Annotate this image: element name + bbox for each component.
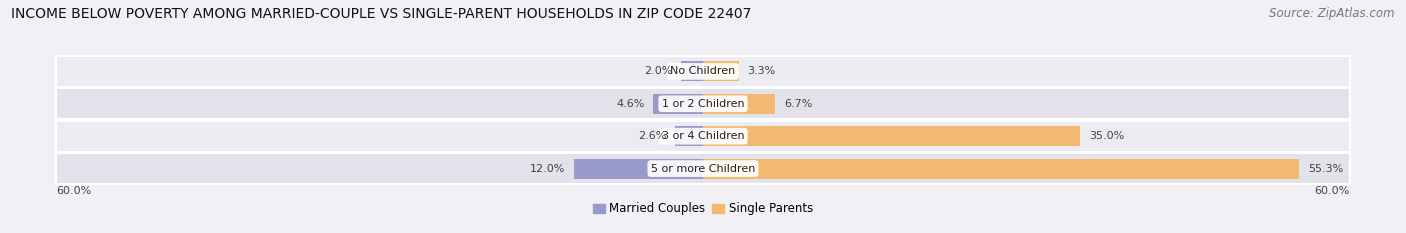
Text: 55.3%: 55.3% [1308,164,1343,174]
Text: 3.3%: 3.3% [747,66,776,76]
Bar [56,153,1350,184]
Bar [675,126,703,146]
Bar [703,158,1299,179]
Text: 60.0%: 60.0% [56,186,91,196]
Text: 3 or 4 Children: 3 or 4 Children [662,131,744,141]
Text: 35.0%: 35.0% [1088,131,1125,141]
Legend: Married Couples, Single Parents: Married Couples, Single Parents [591,200,815,218]
Text: 2.0%: 2.0% [644,66,673,76]
Text: 6.7%: 6.7% [785,99,813,109]
Text: 12.0%: 12.0% [530,164,565,174]
Bar [703,94,775,114]
Text: No Children: No Children [671,66,735,76]
Text: Source: ZipAtlas.com: Source: ZipAtlas.com [1270,7,1395,20]
Bar [56,56,1350,87]
Text: 2.6%: 2.6% [638,131,666,141]
Text: INCOME BELOW POVERTY AMONG MARRIED-COUPLE VS SINGLE-PARENT HOUSEHOLDS IN ZIP COD: INCOME BELOW POVERTY AMONG MARRIED-COUPL… [11,7,752,21]
Text: 5 or more Children: 5 or more Children [651,164,755,174]
Bar [574,158,703,179]
Text: 4.6%: 4.6% [616,99,645,109]
Bar [703,126,1080,146]
Text: 1 or 2 Children: 1 or 2 Children [662,99,744,109]
Bar [703,61,738,82]
Bar [56,121,1350,152]
Bar [682,61,703,82]
Text: 60.0%: 60.0% [1315,186,1350,196]
Bar [56,88,1350,119]
Bar [654,94,703,114]
